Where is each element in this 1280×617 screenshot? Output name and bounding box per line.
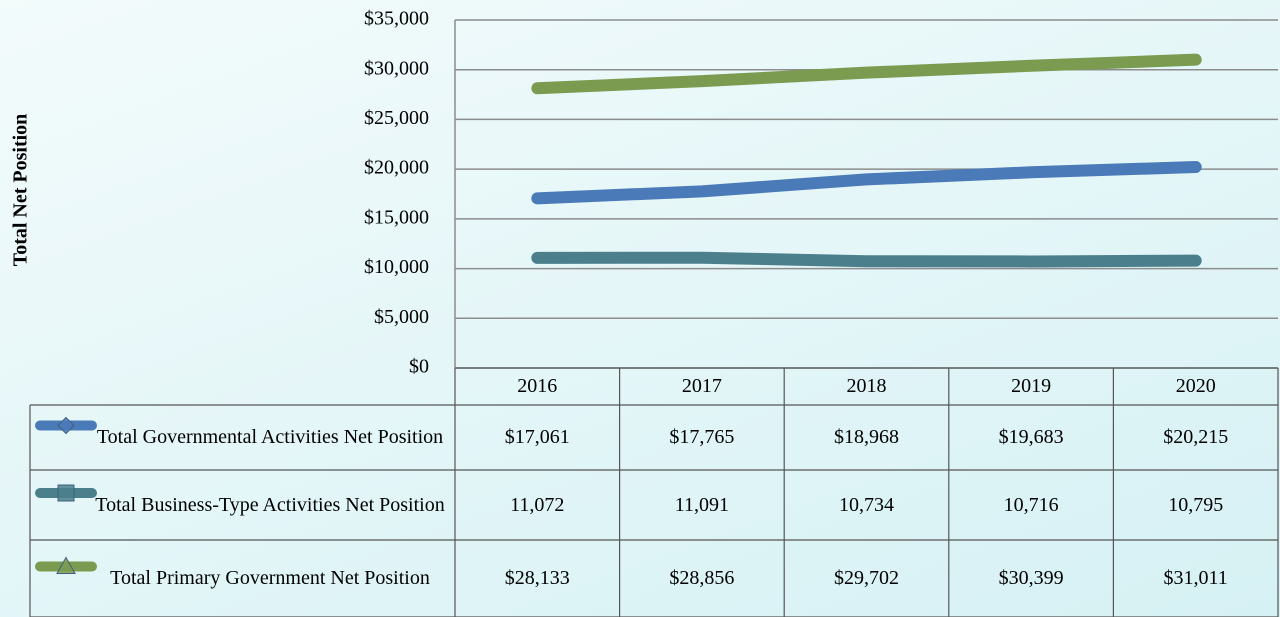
data-label: 10,734 (838, 493, 894, 516)
y-tick-label: $30,000 (364, 57, 429, 79)
y-tick-label: $25,000 (364, 107, 429, 129)
data-label: $28,856 (669, 567, 735, 589)
legend-label: Total Governmental Activities Net Positi… (96, 426, 444, 448)
x-tick-label: 2017 (681, 375, 722, 397)
y-axis-label: Total Net Position (10, 114, 32, 267)
data-label: $20,215 (1163, 426, 1229, 448)
x-tick-label: 2020 (1175, 375, 1216, 397)
data-label: $28,133 (504, 567, 570, 589)
data-line (531, 161, 1202, 205)
x-tick-label: 2016 (517, 375, 558, 397)
data-label: $18,968 (833, 426, 899, 448)
data-label: 11,072 (510, 493, 565, 516)
legend-label: Total Primary Government Net Position (110, 567, 430, 589)
data-label: 10,795 (1168, 493, 1224, 516)
y-tick-label: $0 (409, 356, 429, 378)
y-tick-label: $15,000 (364, 206, 429, 228)
data-label: $31,011 (1163, 567, 1228, 589)
legend-marker (57, 484, 75, 502)
data-label: $17,061 (504, 426, 570, 448)
data-label: 11,091 (674, 493, 730, 516)
legend-marker (57, 416, 75, 435)
data-label: 10,716 (1003, 493, 1059, 516)
data-label: $19,683 (998, 426, 1064, 448)
data-label: $29,702 (833, 567, 899, 589)
x-tick-label: 2018 (846, 375, 887, 397)
data-line (531, 53, 1202, 95)
legend-label: Total Business-Type Activities Net Posit… (95, 493, 445, 516)
y-tick-label: $20,000 (364, 157, 429, 179)
y-tick-label: $5,000 (374, 306, 429, 328)
data-label: $17,765 (669, 426, 735, 448)
x-tick-label: 2019 (1011, 375, 1052, 397)
data-line (531, 251, 1202, 268)
legend-marker (56, 556, 76, 574)
y-tick-label: $10,000 (364, 256, 429, 278)
data-label: $30,399 (998, 567, 1064, 589)
y-tick-label: $35,000 (364, 8, 429, 30)
